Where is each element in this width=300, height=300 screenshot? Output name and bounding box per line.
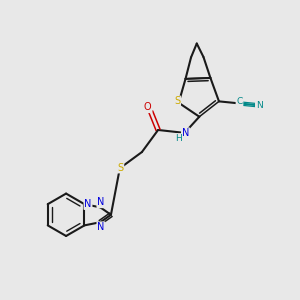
Text: N: N	[97, 222, 105, 232]
Text: N: N	[182, 128, 189, 138]
Text: S: S	[174, 96, 180, 106]
Text: N: N	[97, 197, 105, 207]
Text: S: S	[117, 163, 124, 173]
Text: H: H	[175, 134, 182, 143]
Text: N: N	[256, 100, 262, 109]
Text: O: O	[144, 102, 152, 112]
Text: C: C	[236, 98, 243, 106]
Text: N: N	[84, 199, 92, 209]
